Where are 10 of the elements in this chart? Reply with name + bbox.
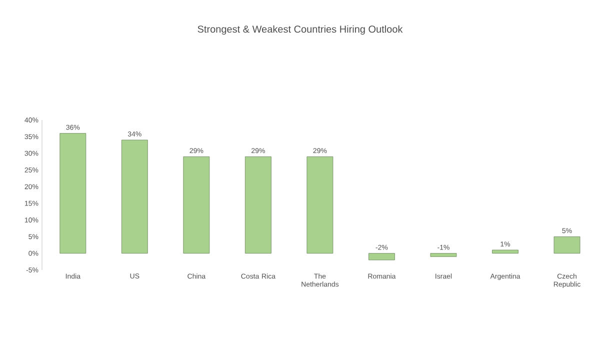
bar xyxy=(492,250,518,254)
bar xyxy=(306,156,334,254)
bar xyxy=(368,253,395,260)
bar xyxy=(430,253,457,257)
bar xyxy=(121,140,148,254)
bar xyxy=(244,156,272,254)
bar xyxy=(554,236,580,254)
bar xyxy=(60,133,86,254)
chart-title: Strongest & Weakest Countries Hiring Outlook xyxy=(198,25,403,35)
bar xyxy=(183,156,210,254)
